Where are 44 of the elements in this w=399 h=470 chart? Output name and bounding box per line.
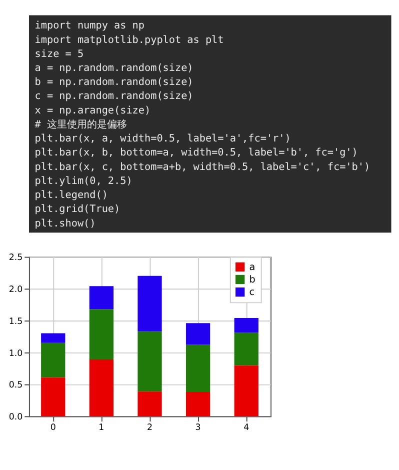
text: plt.legend()	[34, 190, 108, 202]
legend-label: b	[249, 274, 256, 286]
bar	[41, 342, 66, 378]
text: size = 5	[34, 48, 84, 60]
legend-label: a	[249, 262, 256, 273]
y-tick-label: 2.0	[8, 285, 23, 296]
bar	[89, 286, 114, 310]
bar	[186, 392, 210, 416]
bar	[234, 365, 258, 416]
text: import matplotlib.pyplot as plt	[34, 34, 224, 46]
y-tick-label: 1.0	[8, 348, 23, 359]
x-tick-label: 4	[244, 423, 250, 434]
text: a = np.random.random(size)	[34, 62, 194, 74]
text: plt.bar(x, a, width=0.5, label='a',fc='r')	[34, 134, 291, 145]
text: # 这里使用的是偏移	[34, 118, 127, 130]
text: plt.show()	[34, 218, 96, 230]
text: plt.bar(x, b, bottom=a, width=0.5, label='b', fc='g')	[34, 148, 358, 159]
bar	[234, 318, 258, 333]
text: c = np.random.random(size)	[34, 91, 194, 102]
text: x = np.arange(size)	[34, 105, 151, 116]
y-tick-label: 2.5	[8, 253, 23, 264]
text: plt.bar(x, c, bottom=a+b, width=0.5, label='c', fc='b')	[34, 162, 370, 173]
legend-label: c	[249, 286, 255, 298]
text: b = np.random.random(size)	[34, 77, 194, 88]
bar	[138, 391, 162, 416]
bar	[138, 276, 162, 332]
text: import numpy as np	[34, 20, 145, 32]
bar	[89, 359, 114, 416]
y-tick-label: 0.5	[8, 380, 23, 391]
bar	[41, 333, 66, 343]
x-tick-label: 3	[195, 423, 201, 434]
x-tick-label: 1	[98, 423, 104, 434]
x-tick-label: 2	[146, 423, 153, 434]
text: plt.grid(True)	[34, 204, 120, 216]
bar	[138, 331, 162, 392]
y-tick-label: 1.5	[8, 316, 23, 327]
bar	[234, 332, 258, 366]
bar	[89, 309, 114, 360]
bar	[41, 377, 66, 416]
bar	[186, 323, 210, 345]
bar	[186, 344, 210, 392]
y-tick-label: 0.0	[8, 412, 23, 423]
x-tick-label: 0	[50, 423, 56, 434]
text: plt.ylim(0, 2.5)	[34, 176, 132, 187]
